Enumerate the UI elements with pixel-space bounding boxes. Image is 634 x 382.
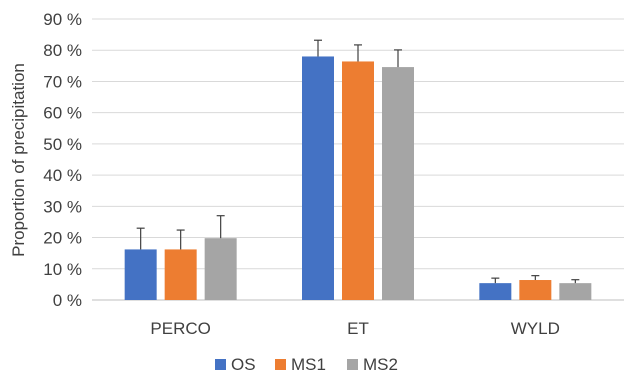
y-tick-label: 10 % [43,260,82,279]
x-category-label: ET [347,319,369,338]
y-tick-label: 20 % [43,229,82,248]
y-axis-tick-labels: 0 % 10 % 20 % 30 % 40 % 50 % 60 % 70 % 80 % 90 % [43,10,82,310]
y-tick-label: 40 % [43,166,82,185]
y-tick-label: 50 % [43,135,82,154]
y-axis-title: Proportion of precipitation [9,63,28,257]
legend-swatch-ms2 [347,359,358,370]
bar-ms1-perco [164,249,197,300]
bar-os-et [302,56,334,300]
bar-os-wyld [479,283,512,300]
y-tick-label: 90 % [43,10,82,29]
y-tick-label: 60 % [43,104,82,123]
bar-series [124,56,592,301]
bar-os-perco [124,249,157,300]
y-tick-label: 80 % [43,41,82,60]
legend: OS MS1 MS2 [215,355,398,374]
bar-ms2-wyld [559,283,592,300]
legend-label: MS1 [291,355,326,374]
x-category-label: PERCO [150,319,210,338]
y-tick-label: 0 % [53,291,82,310]
x-category-label: WYLD [511,319,560,338]
y-tick-label: 70 % [43,72,82,91]
bar-ms1-wyld [519,280,552,300]
bar-ms1-et [342,61,374,301]
bar-ms2-perco [204,238,237,300]
y-tick-label: 30 % [43,197,82,216]
x-axis-category-labels: PERCO ET WYLD [150,319,559,338]
legend-swatch-ms1 [275,359,286,370]
legend-label: OS [231,355,256,374]
legend-label: MS2 [363,355,398,374]
bar-ms2-et [382,67,414,301]
error-bars [136,39,580,284]
legend-swatch-os [215,359,226,370]
